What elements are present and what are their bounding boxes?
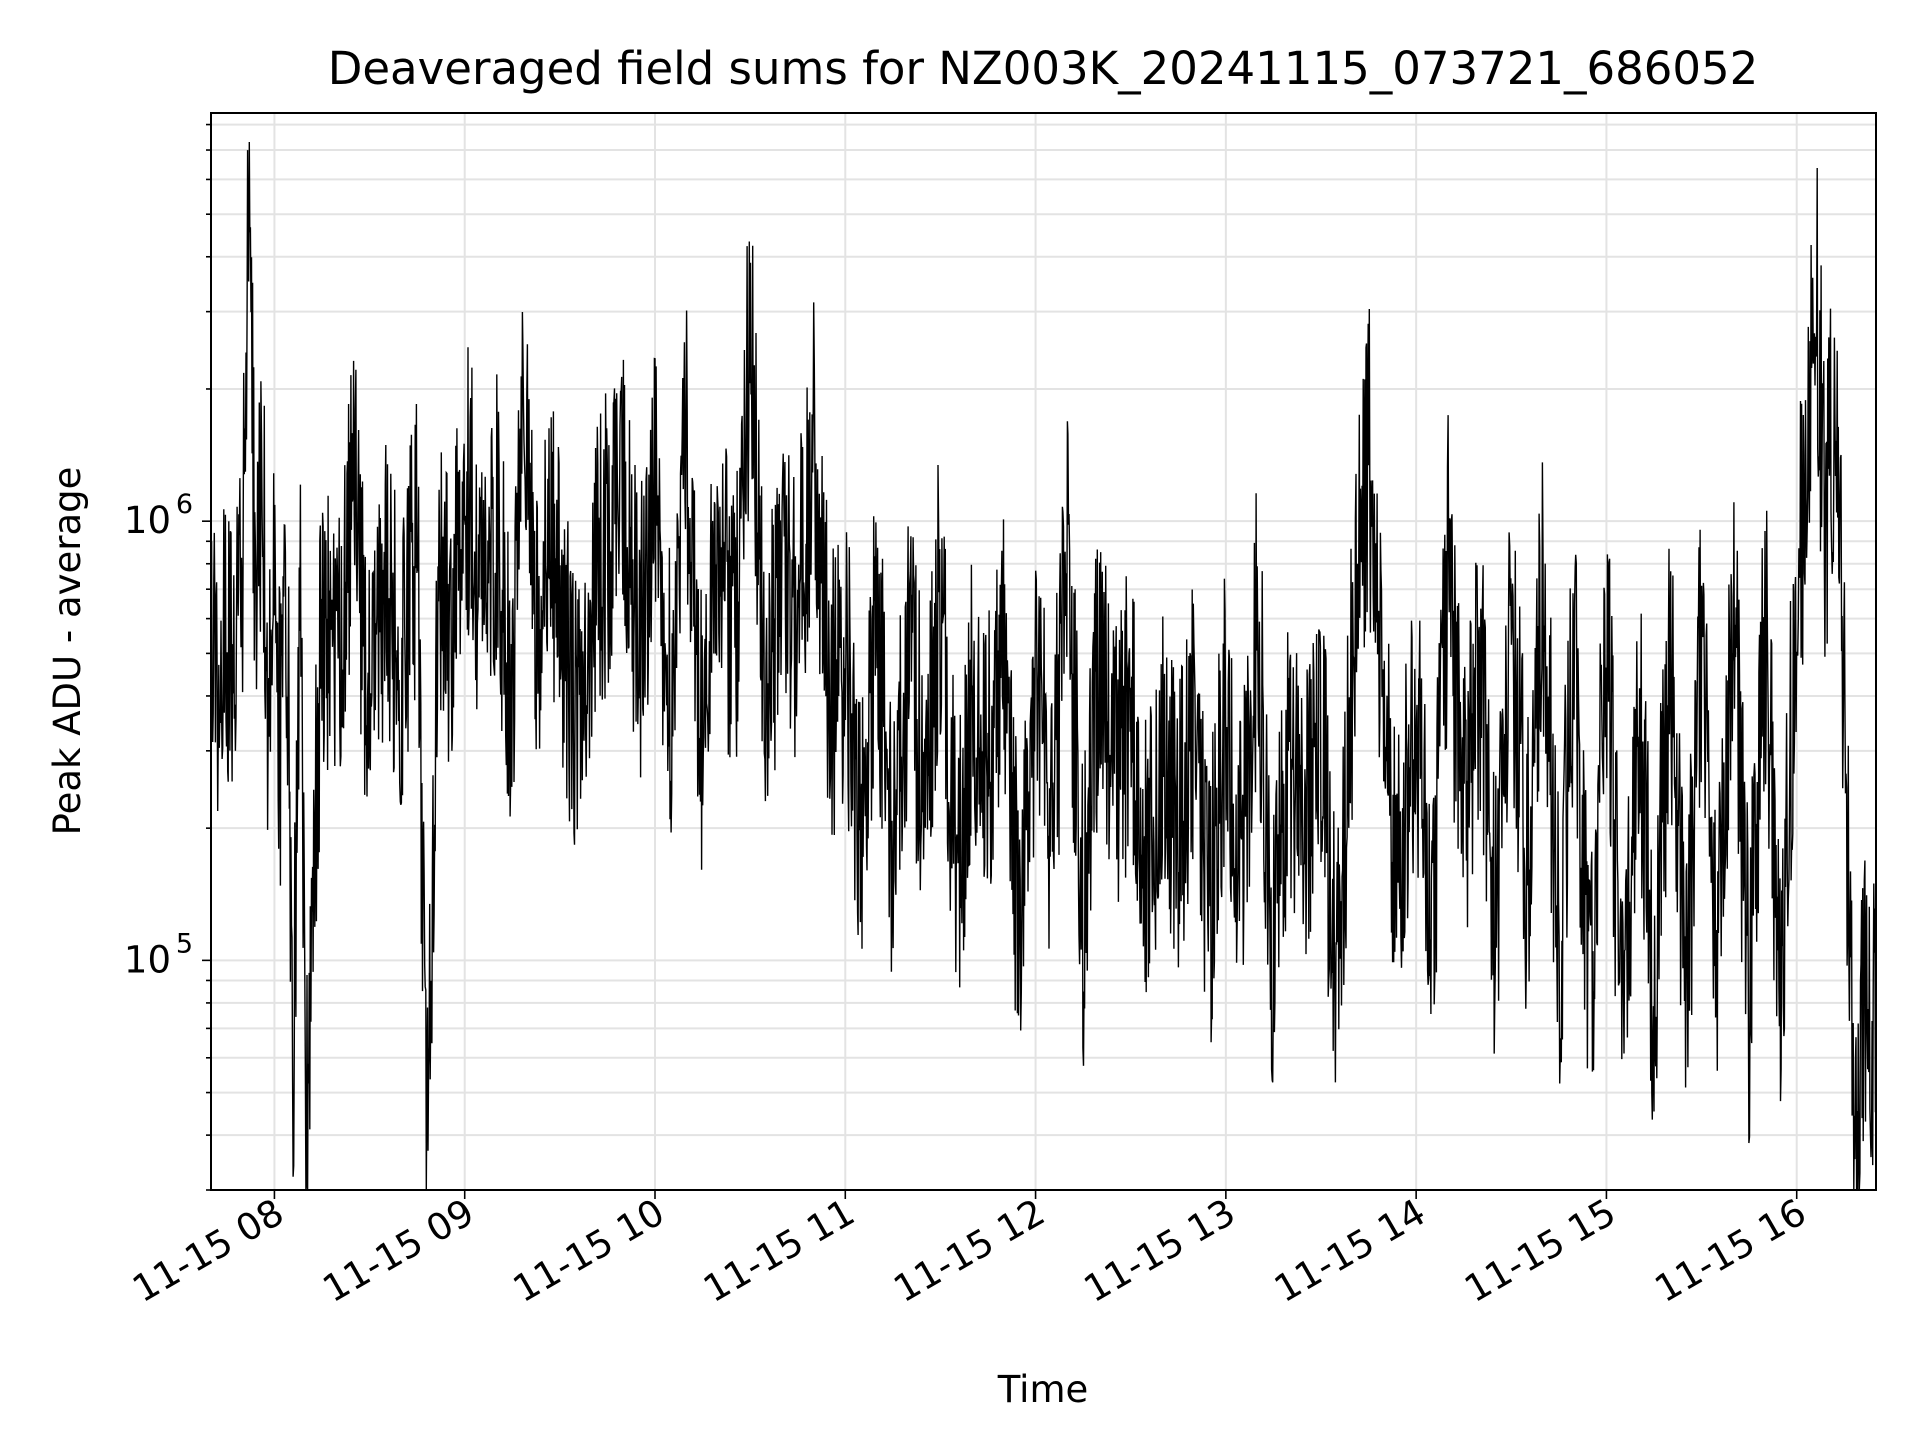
series-line <box>211 141 1876 1190</box>
y-tick-exponent: 5 <box>176 928 193 959</box>
plot-frame <box>210 112 1877 1191</box>
y-tick-base: 10 <box>124 938 171 981</box>
chart-title: Deaveraged field sums for NZ003K_2024111… <box>328 42 1759 95</box>
y-tick-exponent: 6 <box>176 489 193 520</box>
y-axis-label: Peak ADU - average <box>46 467 89 836</box>
y-tick-label: 10 <box>124 499 171 542</box>
y-tick-label: 10 <box>124 938 171 981</box>
x-axis-label: Time <box>997 1368 1089 1411</box>
y-tick-base: 10 <box>124 499 171 542</box>
